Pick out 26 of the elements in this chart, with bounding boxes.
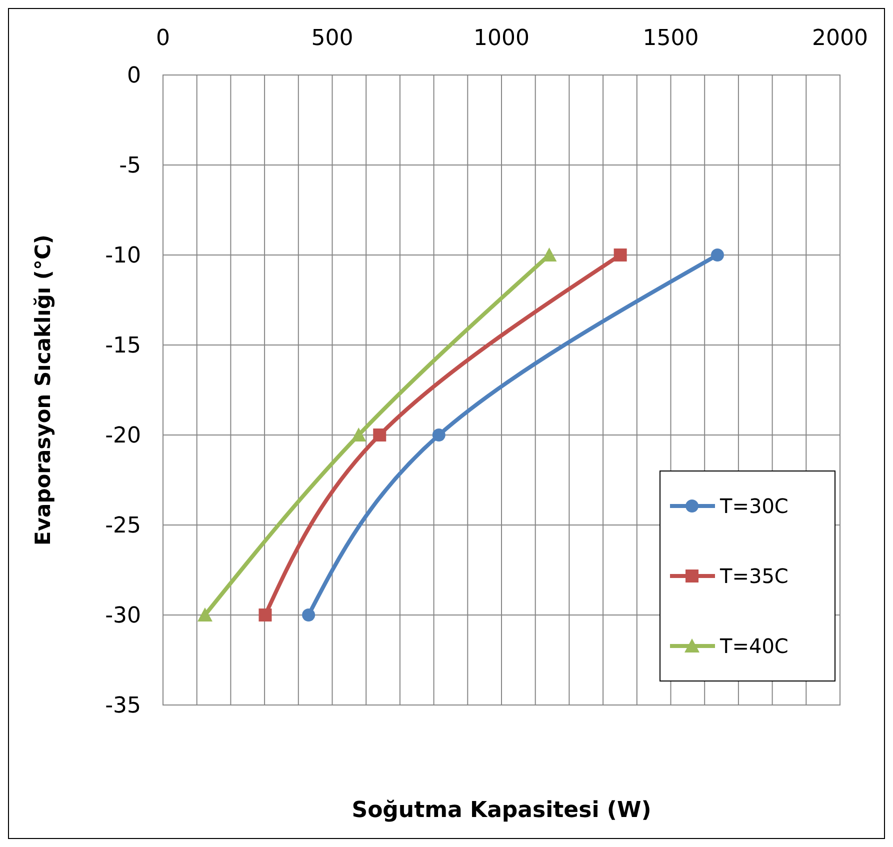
y-tick-label: -25	[105, 514, 141, 539]
point	[432, 428, 446, 442]
point	[302, 608, 316, 622]
y-tick-label: -5	[119, 154, 141, 179]
point	[197, 608, 212, 622]
point	[614, 248, 627, 262]
y-tick-label: -20	[105, 424, 141, 449]
point	[351, 428, 366, 442]
y-tick-label: 0	[127, 64, 141, 89]
y-tick-label: -10	[105, 244, 141, 269]
y-axis-title: Evaporasyon Sıcaklığı (°C)	[31, 234, 55, 546]
x-tick-label: 2000	[812, 26, 868, 51]
legend-label: T=35C	[719, 564, 788, 588]
legend-label: T=30C	[719, 494, 788, 518]
x-tick-label: 1000	[474, 26, 530, 51]
x-tick-label: 1500	[642, 26, 699, 51]
x-tick-label: 500	[311, 26, 354, 51]
legend-label: T=40C	[719, 634, 788, 658]
y-tick-label: -30	[105, 604, 141, 629]
x-axis-title: Soğutma Kapasitesi (W)	[352, 798, 652, 823]
y-tick-label: -35	[105, 694, 141, 719]
point	[710, 248, 724, 262]
y-tick-label: -15	[105, 334, 141, 359]
point	[258, 608, 272, 622]
x-tick-label: 0	[156, 26, 170, 51]
point	[373, 428, 386, 442]
